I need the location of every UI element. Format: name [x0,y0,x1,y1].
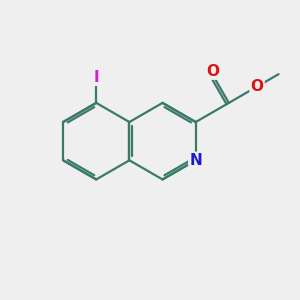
Text: I: I [93,70,99,85]
Text: O: O [206,64,219,79]
Text: O: O [250,79,263,94]
Text: N: N [189,153,202,168]
